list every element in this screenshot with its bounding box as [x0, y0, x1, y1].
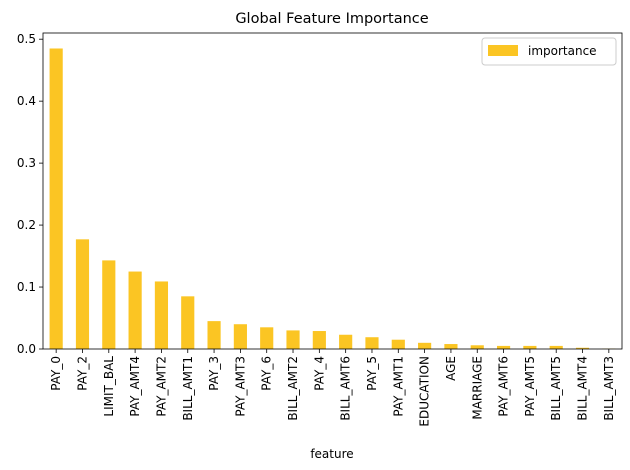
x-tick-label: BILL_AMT1: [181, 356, 195, 421]
bar: [496, 345, 511, 349]
axes-frame: [42, 32, 623, 350]
x-tick-label: LIMIT_BAL: [102, 356, 116, 417]
x-tick-label: PAY_0: [49, 356, 63, 391]
x-tick-label: AGE: [444, 356, 458, 381]
x-tick-label: PAY_3: [207, 356, 221, 391]
x-tick-label: PAY_6: [260, 356, 274, 391]
bar: [49, 48, 63, 349]
x-tick-label: PAY_AMT1: [391, 356, 405, 417]
chart-title: Global Feature Importance: [235, 11, 428, 27]
bar: [128, 271, 142, 349]
x-tick-label: MARRIAGE: [470, 356, 484, 420]
legend-box: [481, 37, 617, 66]
x-tick-label: PAY_AMT6: [497, 356, 511, 417]
x-tick-label: PAY_5: [365, 356, 379, 391]
bar: [365, 337, 379, 349]
bar: [549, 345, 563, 349]
y-tick-label: 0.2: [17, 218, 36, 232]
y-tick-label: 0.5: [17, 32, 36, 46]
y-tick-label: 0.1: [17, 280, 36, 294]
x-tick-label: EDUCATION: [418, 356, 432, 427]
x-tick-label: BILL_AMT5: [549, 356, 563, 421]
legend-label: importance: [528, 44, 597, 58]
bar: [233, 324, 247, 349]
bar: [102, 260, 116, 349]
bar: [575, 347, 590, 349]
bar: [339, 334, 353, 349]
x-tick-label: PAY_AMT2: [154, 356, 168, 417]
x-axis-label: feature: [310, 447, 353, 461]
bar: [418, 342, 432, 349]
legend: importance: [481, 37, 617, 66]
bar: [470, 345, 484, 349]
x-tick-label: BILL_AMT4: [576, 356, 590, 421]
bar: [444, 344, 458, 349]
x-tick-label: BILL_AMT2: [286, 356, 300, 421]
x-tick-label: PAY_AMT5: [523, 356, 537, 417]
x-tick-label: PAY_4: [312, 356, 326, 391]
bar: [181, 296, 195, 349]
bar: [523, 345, 537, 349]
y-tick-label: 0.0: [17, 342, 36, 356]
y-tick-label: 0.4: [17, 94, 36, 108]
bar: [312, 331, 326, 349]
bar: [286, 330, 300, 349]
x-tick-label: BILL_AMT6: [339, 356, 353, 421]
bar: [75, 239, 90, 349]
bar: [154, 281, 169, 349]
bar: [207, 321, 221, 349]
bar: [260, 327, 274, 349]
plot-area: 0.0 0.1 0.2 0.3 0.4 0.5 PAY_0 PAY_2 LIMIT_BAL PAY…: [17, 32, 623, 427]
y-tick-label: 0.3: [17, 156, 36, 170]
x-tick-label: PAY_2: [75, 356, 89, 391]
x-tick-label: BILL_AMT3: [602, 356, 616, 421]
bar: [391, 339, 405, 349]
x-tick-label: PAY_AMT3: [233, 356, 247, 417]
x-tick-label: PAY_AMT4: [128, 356, 142, 417]
legend-swatch: [488, 45, 518, 56]
